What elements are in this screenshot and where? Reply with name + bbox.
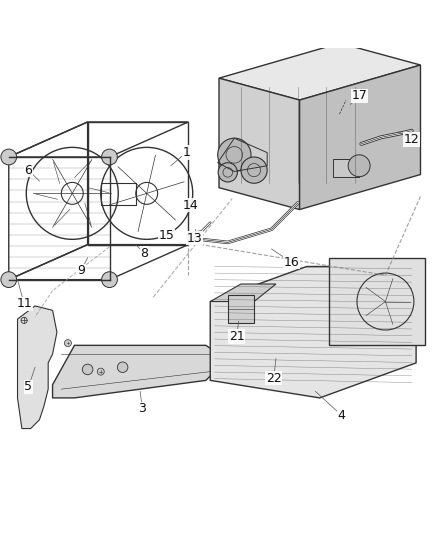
Text: 22: 22 (266, 372, 282, 385)
Text: 5: 5 (25, 381, 32, 393)
Circle shape (102, 272, 117, 287)
Circle shape (97, 368, 104, 375)
Circle shape (102, 149, 117, 165)
Polygon shape (219, 43, 420, 100)
Text: 11: 11 (16, 297, 32, 310)
Text: 6: 6 (25, 164, 32, 176)
Polygon shape (210, 284, 276, 302)
Polygon shape (18, 306, 57, 429)
Text: 1: 1 (182, 146, 190, 159)
Circle shape (218, 138, 251, 172)
Polygon shape (328, 258, 425, 345)
Circle shape (218, 163, 237, 182)
Polygon shape (219, 78, 300, 209)
Text: 12: 12 (404, 133, 420, 146)
Circle shape (348, 155, 370, 177)
Circle shape (82, 364, 93, 375)
Text: 16: 16 (283, 256, 299, 269)
Bar (101, 183, 136, 205)
Text: 3: 3 (138, 402, 146, 415)
Text: 8: 8 (141, 247, 148, 260)
Polygon shape (300, 65, 420, 209)
Text: 17: 17 (351, 89, 367, 102)
Polygon shape (53, 345, 219, 398)
Text: 15: 15 (159, 229, 174, 243)
Text: 9: 9 (77, 264, 85, 277)
Circle shape (241, 157, 267, 183)
Polygon shape (210, 266, 416, 398)
Circle shape (1, 149, 17, 165)
Circle shape (64, 340, 71, 346)
Circle shape (1, 272, 17, 287)
Circle shape (117, 362, 128, 373)
Text: 14: 14 (183, 199, 198, 212)
Bar (228, 295, 254, 324)
Bar (333, 159, 359, 177)
Text: 21: 21 (229, 330, 244, 343)
Text: 13: 13 (187, 231, 203, 245)
Text: 4: 4 (338, 409, 346, 422)
